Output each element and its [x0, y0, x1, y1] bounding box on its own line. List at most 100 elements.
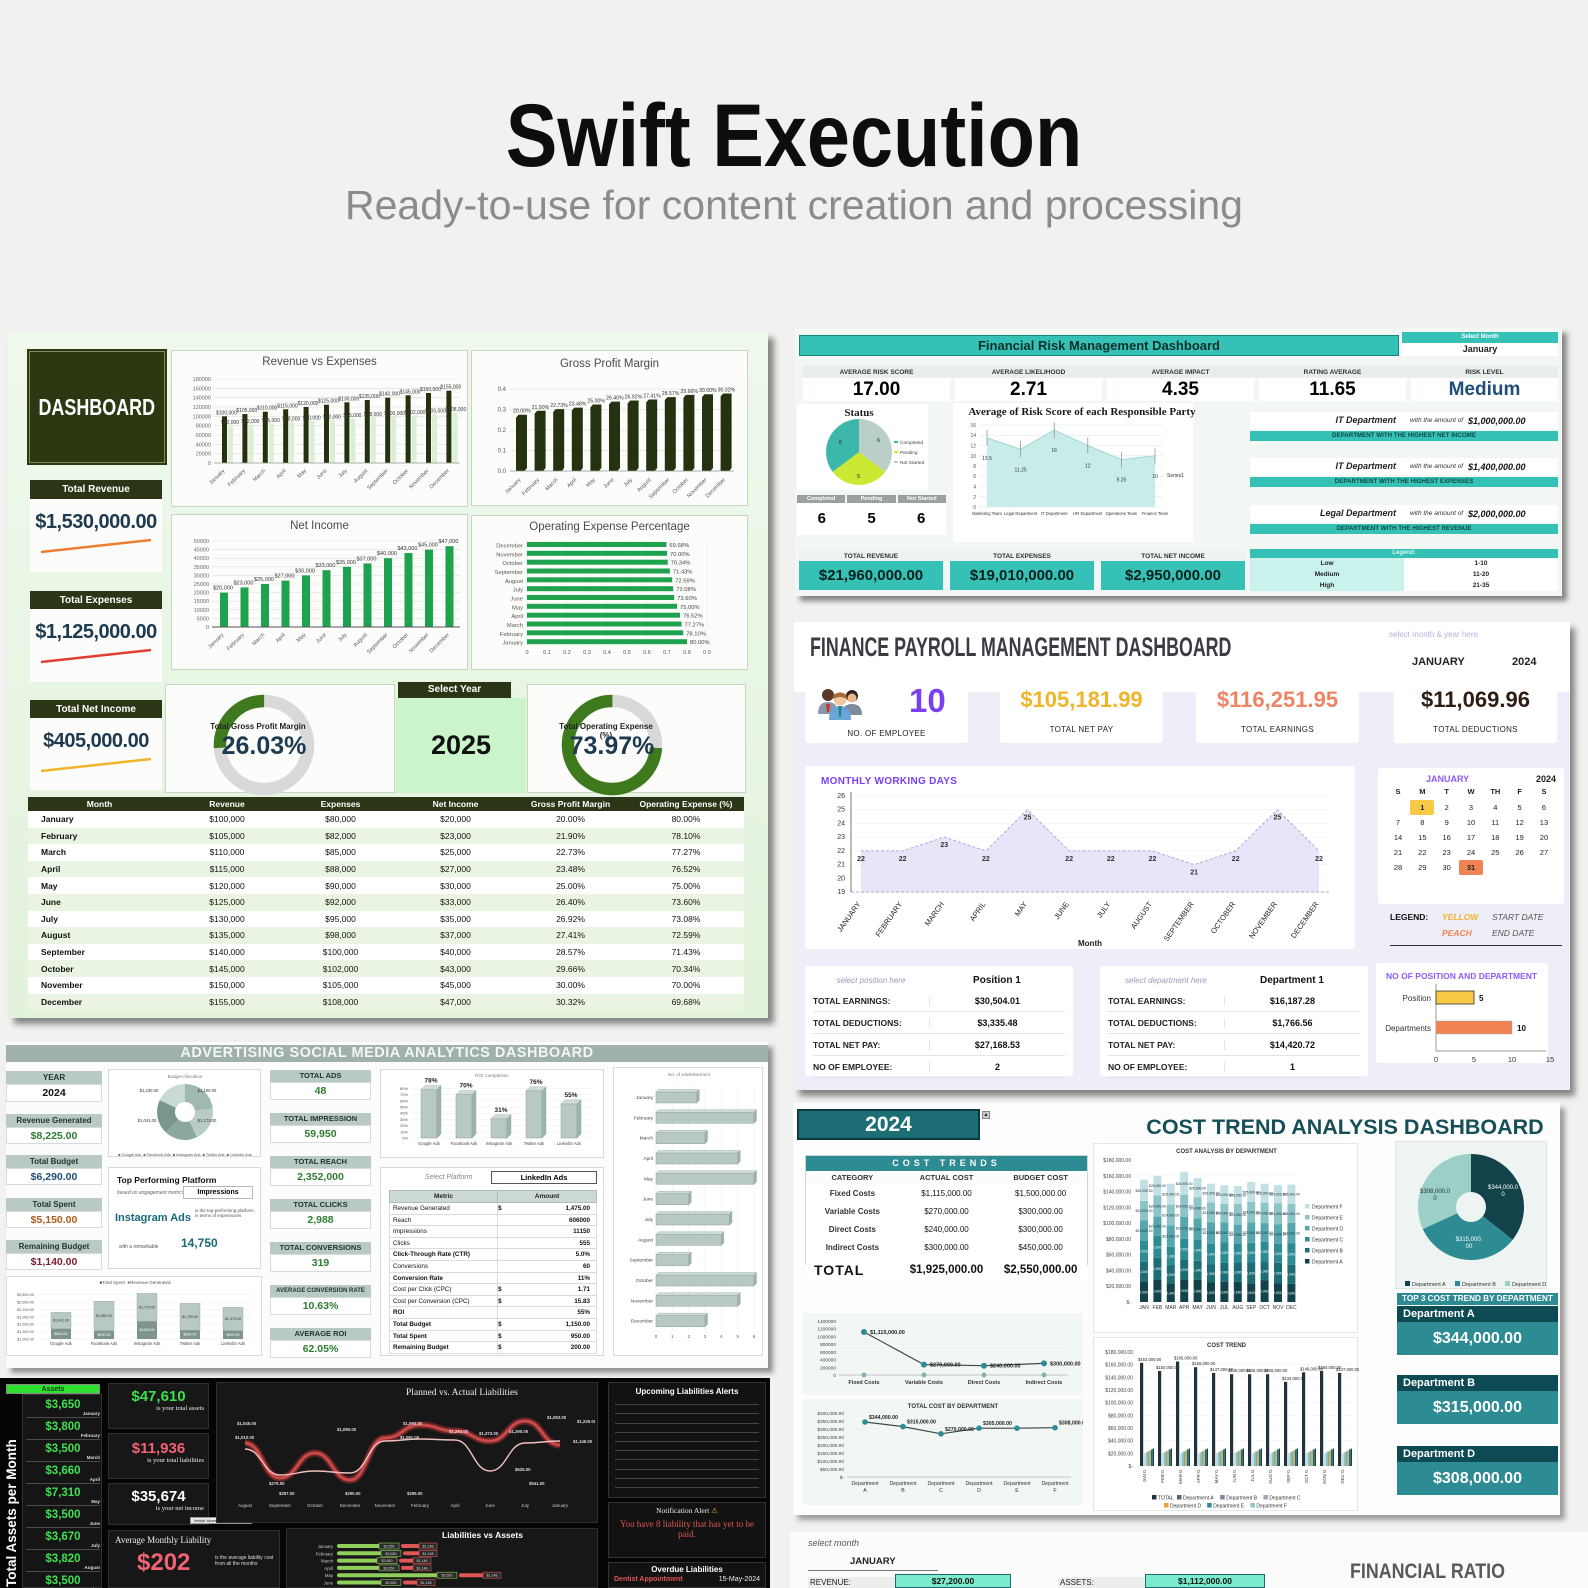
- svg-text:20: 20: [837, 875, 845, 882]
- svg-text:$3,650: $3,650: [386, 1581, 397, 1585]
- svg-text:November: November: [408, 632, 430, 654]
- svg-text:$25,000.00: $25,000.00: [1270, 1193, 1287, 1197]
- svg-text:5: 5: [857, 474, 860, 480]
- svg-text:$1,148: $1,148: [423, 1552, 434, 1556]
- svg-text:40000: 40000: [196, 442, 211, 448]
- svg-text:19: 19: [837, 889, 845, 896]
- svg-text:75.00%: 75.00%: [680, 605, 700, 611]
- svg-text:$23,000.00: $23,000.00: [1216, 1231, 1233, 1235]
- svg-text:27.41%: 27.41%: [643, 394, 661, 400]
- svg-text:$150,000.00: $150,000.00: [1156, 1365, 1180, 1370]
- svg-text:$22,000.00: $22,000.00: [1243, 1251, 1260, 1255]
- svg-text:$305,000.00: $305,000.00: [983, 1421, 1012, 1427]
- svg-text:$1,700.00: $1,700.00: [182, 1315, 198, 1319]
- svg-text:Position: Position: [1403, 994, 1431, 1003]
- svg-text:Department B: Department B: [1462, 1282, 1496, 1288]
- svg-text:0: 0: [833, 1373, 836, 1379]
- svg-text:0: 0: [1433, 1196, 1437, 1202]
- svg-text:Department: Department: [1041, 1481, 1069, 1487]
- svg-text:4: 4: [720, 1334, 723, 1339]
- svg-text:$1,225.00: $1,225.00: [577, 1419, 595, 1424]
- svg-text:$1,148: $1,148: [487, 1574, 498, 1578]
- svg-text:25: 25: [1274, 815, 1282, 822]
- svg-text:Department: Department: [1003, 1481, 1031, 1487]
- svg-text:MAY: MAY: [1192, 1305, 1203, 1311]
- svg-text:$20,000.00: $20,000.00: [1176, 1289, 1193, 1293]
- svg-text:$22,000.00: $22,000.00: [1270, 1252, 1287, 1256]
- svg-text:SEP: SEP: [1246, 1305, 1257, 1311]
- svg-text:2: 2: [973, 495, 976, 501]
- svg-text:40000: 40000: [194, 556, 209, 562]
- svg-text:$20,000.00: $20,000.00: [1283, 1291, 1300, 1295]
- svg-text:$1,300.00: $1,300.00: [17, 1330, 34, 1334]
- svg-text:$20,000.00: $20,000.00: [1189, 1289, 1206, 1293]
- svg-text:Department: Department: [889, 1481, 917, 1487]
- svg-text:TOTAL: TOTAL: [1158, 1496, 1174, 1502]
- svg-text:COST TREND: COST TREND: [1207, 1343, 1247, 1349]
- svg-text:JANUARY: JANUARY: [835, 900, 862, 934]
- svg-text:$315,000.00: $315,000.00: [907, 1420, 936, 1426]
- svg-text:70.34%: 70.34%: [671, 561, 691, 567]
- svg-text:20000: 20000: [194, 591, 209, 597]
- svg-text:May: May: [325, 1573, 334, 1578]
- svg-text:$23,000.00: $23,000.00: [1162, 1235, 1179, 1239]
- svg-text:$105,000: $105,000: [236, 408, 257, 414]
- svg-text:January: January: [552, 1503, 569, 1508]
- svg-text:$20,000: $20,000: [213, 586, 233, 592]
- svg-text:$45,000: $45,000: [418, 543, 438, 549]
- svg-text:$23,000.00: $23,000.00: [1203, 1231, 1220, 1235]
- svg-text:22: 22: [1232, 856, 1240, 863]
- svg-text:$156,000.00: $156,000.00: [1192, 1361, 1216, 1366]
- svg-text:$21,000.00: $21,000.00: [1189, 1269, 1206, 1273]
- svg-text:April: April: [450, 1503, 459, 1508]
- svg-text:26.92%: 26.92%: [625, 395, 643, 401]
- svg-text:Marketing Team: Marketing Team: [972, 511, 1002, 516]
- svg-text:June: June: [315, 632, 328, 645]
- svg-text:$20,000.00: $20,000.00: [1256, 1290, 1273, 1294]
- svg-text:Revenue vs Expenses: Revenue vs Expenses: [262, 356, 377, 368]
- svg-text:June: June: [316, 468, 329, 481]
- svg-text:$290.00: $290.00: [345, 1491, 361, 1496]
- svg-text:0: 0: [1501, 1192, 1505, 1198]
- svg-text:69.68%: 69.68%: [669, 543, 689, 549]
- svg-text:Series1: Series1: [1167, 473, 1184, 479]
- svg-text:$279.00: $279.00: [269, 1481, 285, 1486]
- svg-text:Department D: Department D: [1312, 1227, 1344, 1233]
- svg-text:73.60%: 73.60%: [677, 596, 697, 602]
- svg-text:$25,000.00: $25,000.00: [1229, 1194, 1246, 1198]
- svg-text:78.10%: 78.10%: [686, 631, 706, 637]
- svg-text:SEPTEMBER: SEPTEMBER: [1162, 900, 1196, 944]
- svg-text:$100,000.00: $100,000.00: [1103, 1221, 1131, 1227]
- svg-text:15000: 15000: [194, 599, 209, 605]
- svg-text:Operations Team: Operations Team: [1105, 511, 1137, 516]
- svg-text:10000: 10000: [194, 608, 209, 614]
- svg-text:$21,000.00: $21,000.00: [1216, 1271, 1233, 1275]
- svg-text:August: August: [505, 579, 523, 585]
- svg-text:$1,041.00: $1,041.00: [53, 1319, 69, 1323]
- svg-text:JUN 0.: JUN 0.: [1232, 1469, 1237, 1483]
- svg-text:September: September: [495, 570, 523, 576]
- svg-text:Completed: Completed: [900, 440, 924, 446]
- svg-text:0.7: 0.7: [663, 650, 671, 656]
- svg-text:55%: 55%: [564, 1092, 577, 1099]
- svg-text:$22,000.00: $22,000.00: [1176, 1248, 1193, 1252]
- svg-text:$308,000.0: $308,000.0: [1420, 1189, 1451, 1195]
- svg-text:January: January: [318, 1544, 334, 1549]
- svg-text:February: February: [500, 632, 523, 638]
- svg-text:$21,000.00: $21,000.00: [1243, 1271, 1260, 1275]
- svg-text:November: November: [631, 1298, 654, 1304]
- svg-text:Google Ads: Google Ads: [50, 1341, 72, 1346]
- svg-text:DEC: DEC: [1286, 1305, 1297, 1311]
- svg-text:0.2: 0.2: [563, 650, 571, 656]
- svg-text:September: September: [366, 468, 389, 491]
- svg-text:$24,000.00: $24,000.00: [1136, 1209, 1153, 1213]
- svg-text:December: December: [340, 1503, 361, 1508]
- svg-text:$20,000.00: $20,000.00: [1203, 1291, 1220, 1295]
- svg-text:$24,000.00: $24,000.00: [1216, 1212, 1233, 1216]
- svg-text:70.00%: 70.00%: [670, 552, 690, 558]
- svg-text:140000: 140000: [193, 396, 211, 402]
- svg-text:$98,000: $98,000: [364, 412, 382, 418]
- svg-text:76.52%: 76.52%: [683, 614, 703, 620]
- svg-text:DEC 0.: DEC 0.: [1340, 1469, 1345, 1484]
- svg-text:28.57%: 28.57%: [662, 391, 680, 397]
